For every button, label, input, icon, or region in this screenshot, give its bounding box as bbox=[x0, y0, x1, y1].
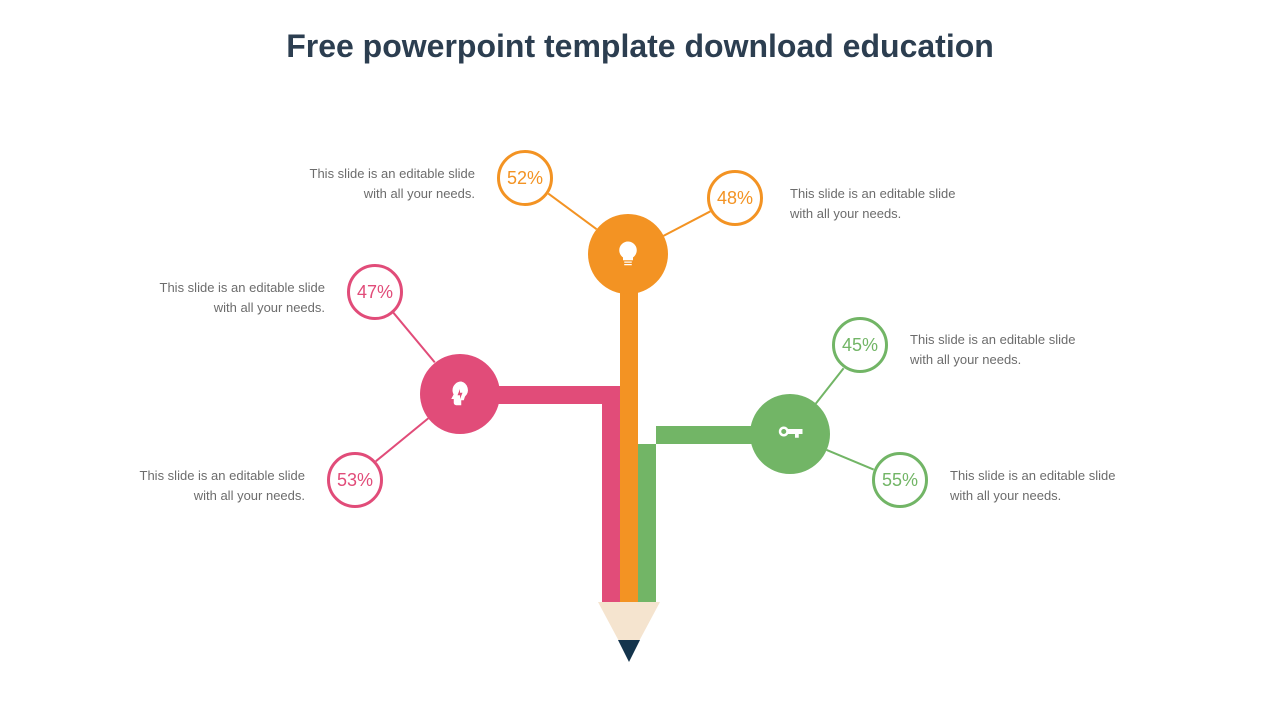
hub-green bbox=[750, 394, 830, 474]
pencil-stem-green bbox=[638, 444, 656, 604]
pencil-stem-orange bbox=[620, 254, 638, 604]
head-lightning-icon bbox=[445, 379, 475, 409]
pct-orange-left: 52% bbox=[497, 150, 553, 206]
label-green-lower: This slide is an editable slide with all… bbox=[950, 466, 1125, 505]
hub-orange bbox=[588, 214, 668, 294]
connector-orange-right bbox=[663, 211, 711, 237]
label-orange-left: This slide is an editable slide with all… bbox=[300, 164, 475, 203]
pct-pink-lower: 53% bbox=[327, 452, 383, 508]
key-icon bbox=[775, 419, 805, 449]
connector-pink-lower bbox=[375, 418, 429, 462]
connector-green-upper bbox=[815, 367, 845, 404]
label-green-upper: This slide is an editable slide with all… bbox=[910, 330, 1085, 369]
label-pink-lower: This slide is an editable slide with all… bbox=[130, 466, 305, 505]
connector-pink-upper bbox=[393, 312, 436, 363]
connector-orange-left bbox=[548, 193, 597, 230]
pct-green-lower: 55% bbox=[872, 452, 928, 508]
slide-root: Free powerpoint template download educat… bbox=[0, 0, 1280, 720]
label-orange-right: This slide is an editable slide with all… bbox=[790, 184, 965, 223]
pencil-tip bbox=[618, 640, 640, 662]
slide-title: Free powerpoint template download educat… bbox=[0, 28, 1280, 65]
lightbulb-icon bbox=[613, 239, 643, 269]
pct-green-upper: 45% bbox=[832, 317, 888, 373]
pct-orange-right: 48% bbox=[707, 170, 763, 226]
label-pink-upper: This slide is an editable slide with all… bbox=[150, 278, 325, 317]
pencil-stem-pink bbox=[602, 404, 620, 604]
hub-pink bbox=[420, 354, 500, 434]
connector-green-lower bbox=[826, 449, 874, 471]
pct-pink-upper: 47% bbox=[347, 264, 403, 320]
